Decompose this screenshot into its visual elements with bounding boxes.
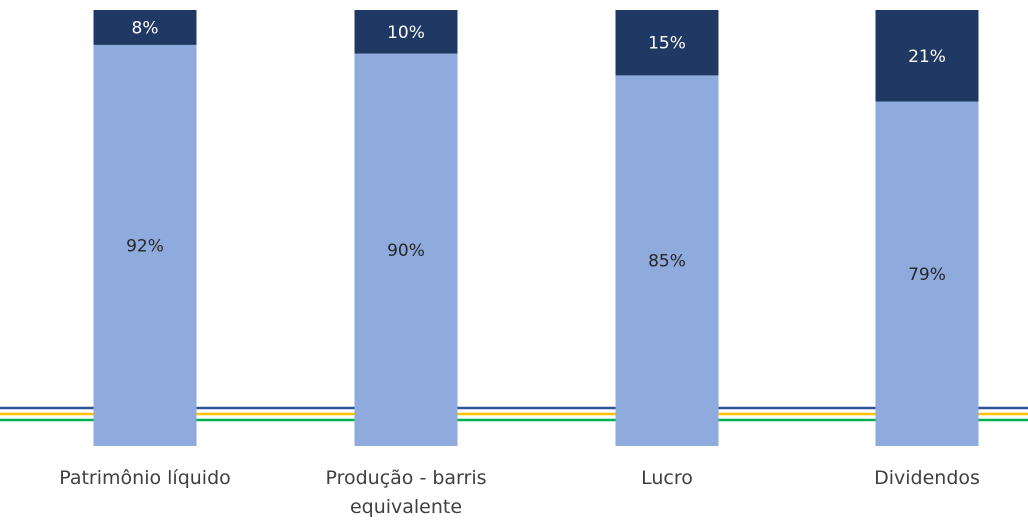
data-label: 79% [908, 265, 946, 285]
category-labels: Patrimônio líquido Produção - barris equiv… [59, 467, 980, 518]
bar-segment-upper-4 [875, 10, 979, 102]
bar-segment-lower-2 [354, 53, 458, 446]
bar-segment-upper-3 [615, 10, 719, 76]
category-label: equivalente [350, 496, 462, 518]
data-label: 92% [126, 236, 164, 256]
bar-segment-upper-1 [93, 10, 197, 45]
category-label: Dividendos [874, 467, 980, 489]
category-label: Produção - barris [325, 467, 486, 489]
data-label: 90% [387, 241, 425, 261]
data-label: 8% [132, 18, 159, 38]
bar-segment-upper-2 [354, 10, 458, 54]
category-label: Lucro [641, 467, 693, 489]
category-label: Patrimônio líquido [59, 467, 231, 489]
bar-labels: 92% 8% 90% 10% 85% 15% 79% 21% [126, 18, 946, 284]
data-label: 85% [648, 252, 686, 272]
data-label: 15% [648, 34, 686, 54]
bar-segment-lower-3 [615, 75, 719, 447]
data-label: 21% [908, 47, 946, 67]
bar-segment-lower-1 [93, 44, 197, 446]
data-label: 10% [387, 23, 425, 43]
bars [93, 10, 979, 447]
bar-segment-lower-4 [875, 101, 979, 446]
